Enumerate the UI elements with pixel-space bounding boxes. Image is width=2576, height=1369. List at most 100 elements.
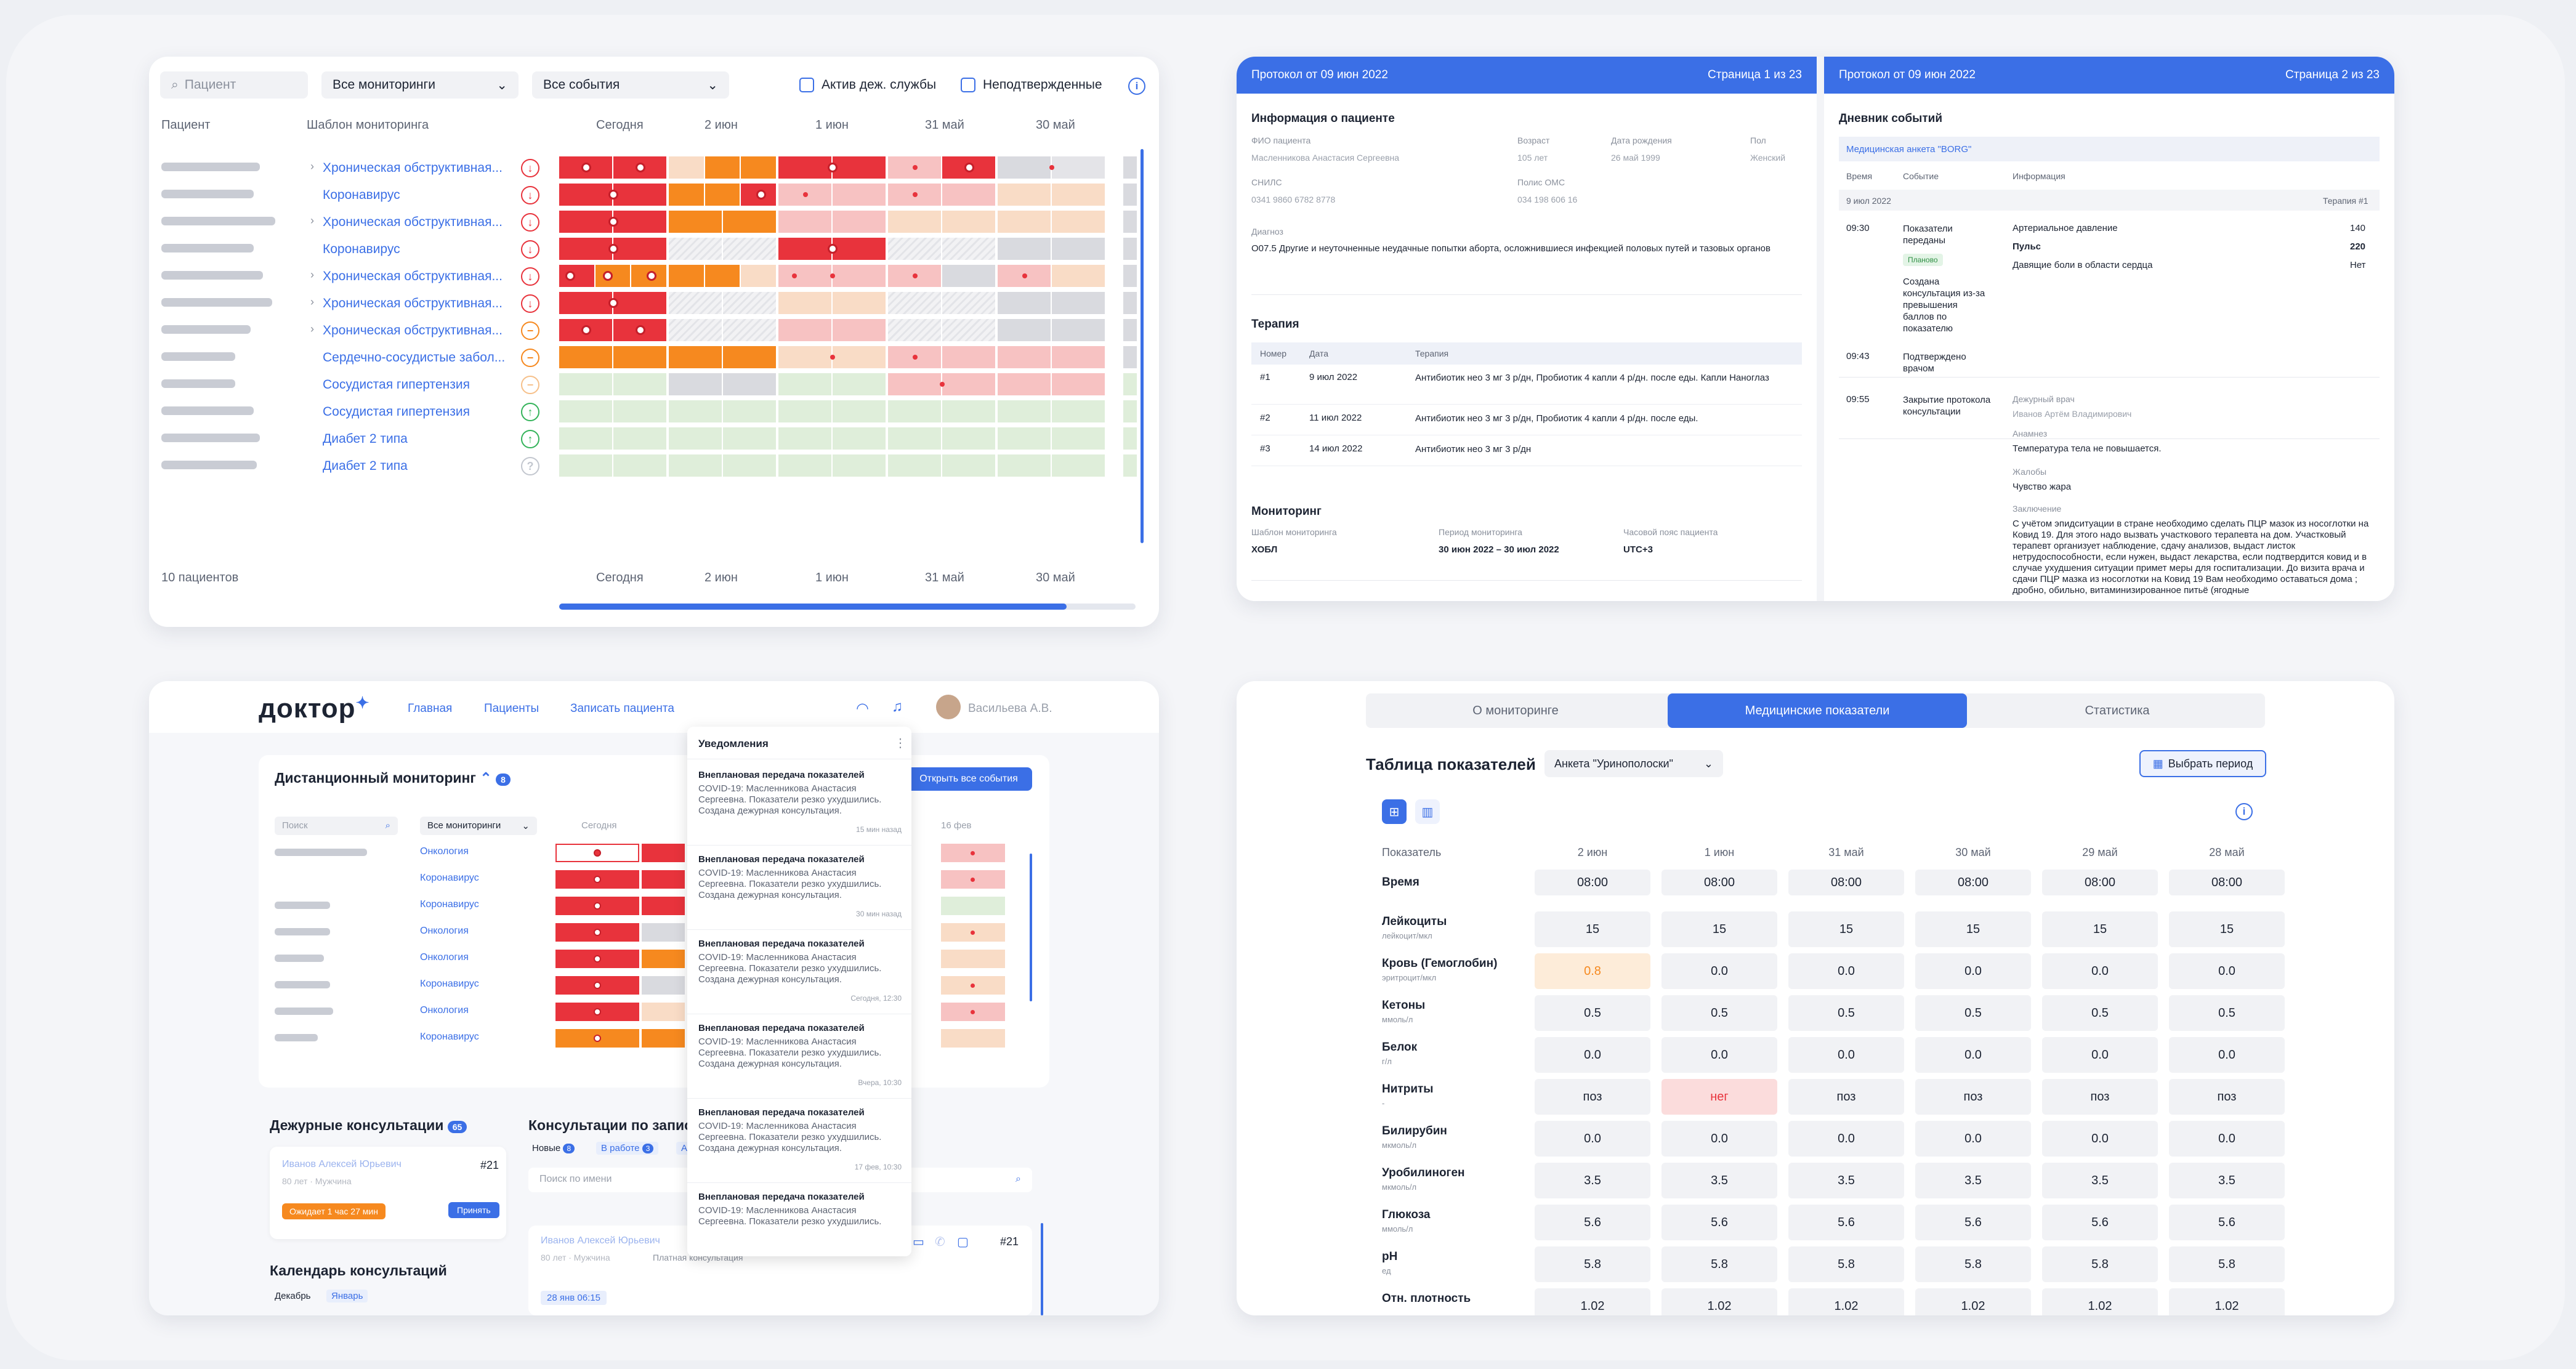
- info-icon[interactable]: i: [2235, 803, 2253, 820]
- grid-cell[interactable]: [1052, 156, 1105, 179]
- grid-cell[interactable]: [888, 292, 941, 314]
- grid-cell[interactable]: [998, 156, 1051, 179]
- grid-cell[interactable]: [998, 427, 1051, 450]
- nav-patients[interactable]: Пациенты: [484, 702, 539, 715]
- grid-cell[interactable]: [833, 427, 886, 450]
- template-link[interactable]: Коронавирус: [420, 899, 479, 910]
- grid-cell[interactable]: [669, 265, 704, 287]
- grid-cell[interactable]: [642, 976, 685, 995]
- panel-scrollbar[interactable]: [1030, 854, 1032, 1001]
- template-link[interactable]: Коронавирус: [420, 873, 479, 883]
- grid-cell[interactable]: [942, 265, 995, 287]
- indicator-value[interactable]: 5.8: [2042, 1246, 2158, 1282]
- event-dot-small[interactable]: [913, 273, 918, 278]
- table-view-icon[interactable]: ⊞: [1382, 799, 1407, 824]
- grid-cell[interactable]: [998, 211, 1051, 233]
- template-link[interactable]: Коронавирус: [323, 242, 400, 256]
- grid-cell[interactable]: [833, 454, 886, 477]
- grid-cell[interactable]: [998, 373, 1051, 395]
- event-dot[interactable]: [603, 271, 613, 281]
- event-dot[interactable]: [964, 163, 974, 172]
- template-link[interactable]: Хроническая обструктивная...: [323, 296, 503, 310]
- indicator-value[interactable]: 5.6: [2169, 1205, 2285, 1240]
- event-dot[interactable]: [756, 190, 766, 200]
- grid-cell[interactable]: [669, 319, 722, 341]
- grid-cell[interactable]: [998, 400, 1051, 422]
- indicator-value[interactable]: 5.8: [1535, 1246, 1650, 1282]
- grid-cell[interactable]: [723, 238, 776, 260]
- template-link[interactable]: Коронавирус: [420, 1032, 479, 1042]
- notification-item[interactable]: Внеплановая передача показателей COVID-19…: [687, 1099, 911, 1183]
- grid-cell[interactable]: [741, 156, 776, 179]
- template-link[interactable]: Диабет 2 типа: [323, 432, 408, 446]
- active-duty-checkbox[interactable]: Актив деж. службы: [799, 78, 936, 92]
- event-dot[interactable]: [594, 876, 601, 883]
- grid-cell[interactable]: [669, 292, 722, 314]
- grid-cell[interactable]: [559, 238, 612, 260]
- notification-item[interactable]: Внеплановая передача показателей COVID-19…: [687, 846, 911, 930]
- grid-cell[interactable]: [942, 292, 995, 314]
- video-icon[interactable]: ▭: [913, 1235, 924, 1249]
- indicator-value[interactable]: 15: [1661, 911, 1777, 947]
- grid-cell[interactable]: [613, 400, 666, 422]
- event-dot-small[interactable]: [971, 851, 975, 855]
- grid-cell[interactable]: [778, 454, 831, 477]
- event-dot[interactable]: [594, 902, 601, 910]
- grid-cell[interactable]: [705, 156, 740, 179]
- grid-cell[interactable]: [998, 184, 1051, 206]
- grid-cell[interactable]: [941, 897, 1005, 915]
- appointments-scrollbar[interactable]: [1041, 1223, 1043, 1315]
- grid-cell[interactable]: [1052, 400, 1105, 422]
- chart-view-icon[interactable]: ▥: [1415, 799, 1440, 824]
- event-dot-small[interactable]: [971, 1010, 975, 1014]
- grid-cell[interactable]: [778, 373, 831, 395]
- indicator-value[interactable]: 08:00: [1788, 870, 1904, 895]
- chevron-right-icon[interactable]: ›: [310, 269, 314, 281]
- indicator-value[interactable]: поз: [1915, 1079, 2031, 1115]
- tab-about-monitoring[interactable]: О мониторинге: [1472, 703, 1559, 717]
- indicator-value[interactable]: 5.6: [1915, 1205, 2031, 1240]
- indicator-value[interactable]: 15: [1788, 911, 1904, 947]
- grid-cell[interactable]: [559, 373, 612, 395]
- tab-medical-indicators[interactable]: Медицинские показатели: [1668, 693, 1967, 728]
- indicator-value[interactable]: 0.0: [2042, 1121, 2158, 1157]
- indicator-value[interactable]: 0.5: [1788, 995, 1904, 1031]
- grid-cell[interactable]: [833, 292, 886, 314]
- grid-cell[interactable]: [778, 427, 831, 450]
- appointment-name[interactable]: Иванов Алексей Юрьевич: [541, 1235, 660, 1246]
- grid-cell[interactable]: [778, 238, 831, 260]
- grid-cell[interactable]: [833, 373, 886, 395]
- template-link[interactable]: Сердечно-сосудистые забол...: [323, 350, 506, 365]
- grid-cell[interactable]: [778, 265, 831, 287]
- indicator-value[interactable]: 5.6: [1661, 1205, 1777, 1240]
- indicator-value[interactable]: 0.0: [1788, 953, 1904, 989]
- grid-cell[interactable]: [1052, 184, 1105, 206]
- indicator-value[interactable]: 3.5: [1788, 1163, 1904, 1198]
- grid-cell[interactable]: [942, 184, 995, 206]
- grid-cell[interactable]: [642, 950, 685, 968]
- template-link[interactable]: Диабет 2 типа: [323, 459, 408, 473]
- unconfirmed-checkbox[interactable]: Неподтвержденные: [961, 78, 1102, 92]
- indicator-value[interactable]: 0.0: [1661, 953, 1777, 989]
- select-period-button[interactable]: ▦ Выбрать период: [2139, 750, 2266, 777]
- tab-in-work[interactable]: В работе 3: [596, 1142, 659, 1155]
- event-dot-small[interactable]: [971, 931, 975, 935]
- event-dot[interactable]: [594, 929, 601, 936]
- grid-cell[interactable]: [833, 184, 886, 206]
- grid-cell[interactable]: [998, 346, 1051, 368]
- event-dot[interactable]: [594, 1035, 601, 1042]
- patient-row[interactable]: › Хроническая обструктивная... ↓: [149, 291, 1159, 315]
- monitoring-filter-select[interactable]: Все мониторинги ⌄: [321, 71, 519, 99]
- indicator-value[interactable]: 0.0: [1661, 1037, 1777, 1073]
- indicator-value[interactable]: 0.0: [1788, 1037, 1904, 1073]
- grid-cell[interactable]: [642, 923, 685, 942]
- template-link[interactable]: Хроническая обструктивная...: [323, 161, 503, 175]
- nav-home[interactable]: Главная: [408, 702, 453, 715]
- grid-cell[interactable]: [669, 454, 722, 477]
- event-dot-small[interactable]: [830, 273, 835, 278]
- patient-search-input[interactable]: ⌕ Пациент: [160, 71, 308, 99]
- indicator-value[interactable]: 5.6: [1535, 1205, 1650, 1240]
- indicator-value[interactable]: 5.8: [2169, 1246, 2285, 1282]
- phone-icon[interactable]: ✆: [935, 1235, 945, 1249]
- duty-consult-card[interactable]: [270, 1147, 506, 1239]
